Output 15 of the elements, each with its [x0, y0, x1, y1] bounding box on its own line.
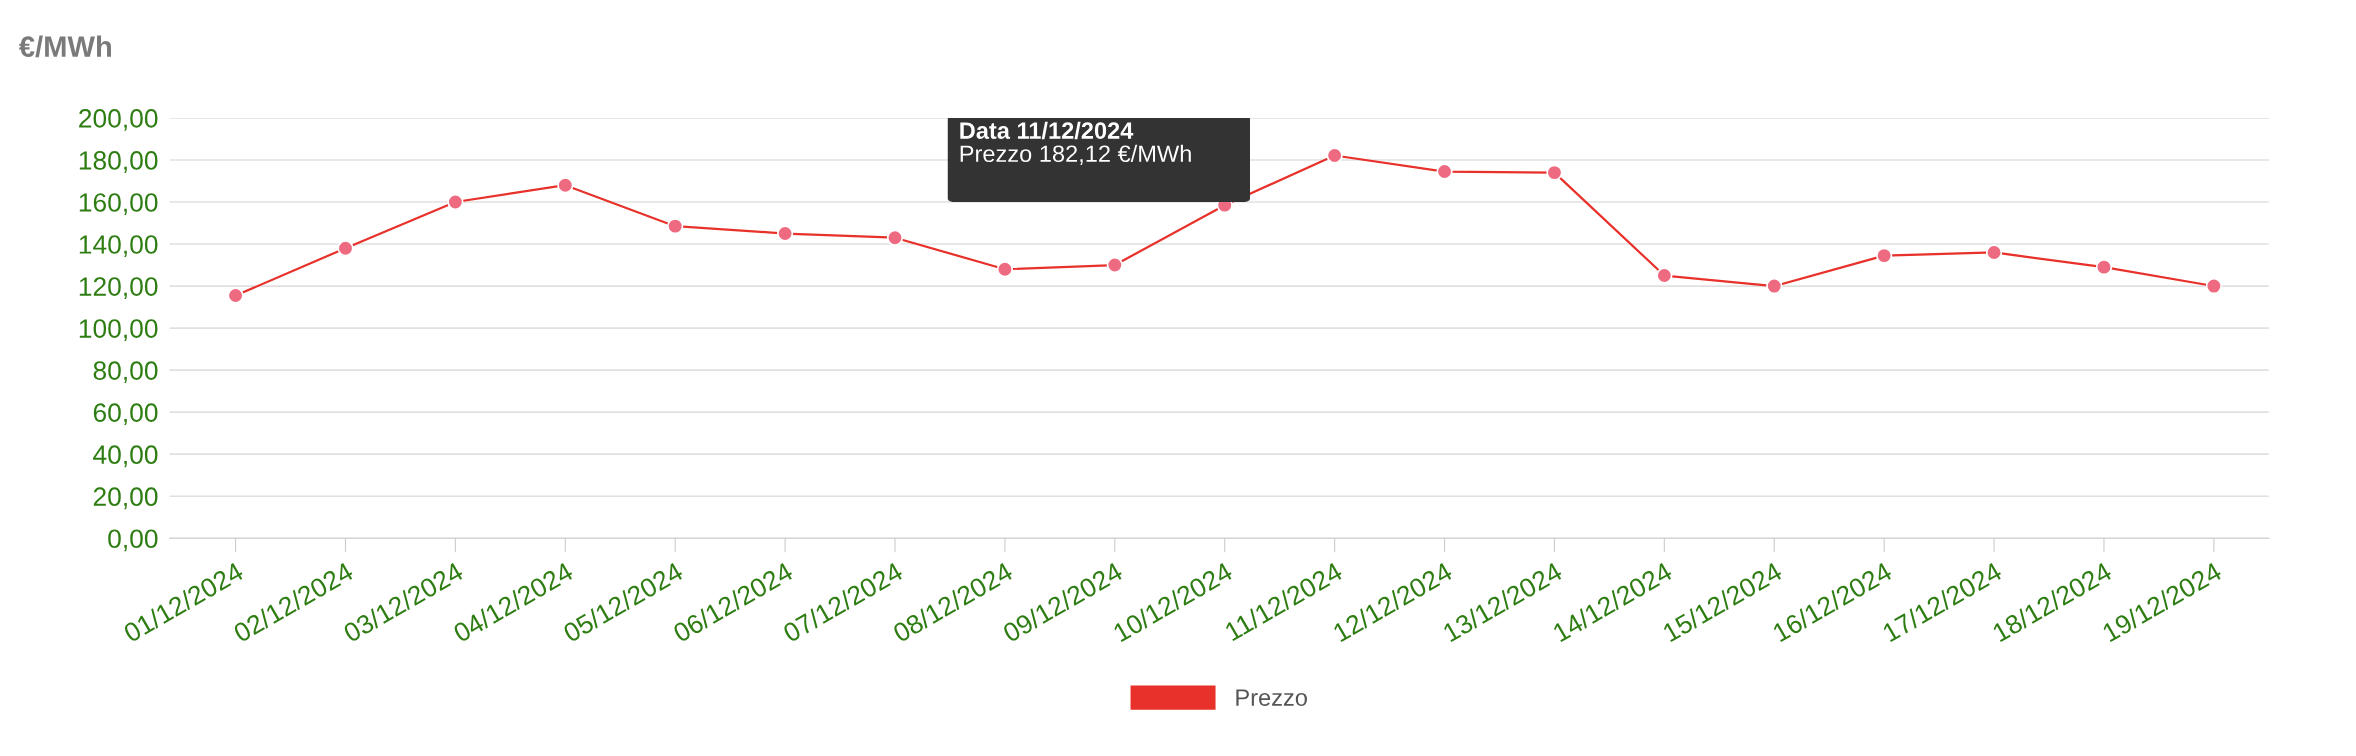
annotation: Prezzo 182,12 €/MWh	[960, 144, 1191, 165]
y-tick-label: 40,00	[93, 445, 158, 468]
y-tick-label: 80,00	[93, 361, 158, 384]
y-tick-label: 200,00	[79, 109, 158, 131]
y-tick-label: 160,00	[79, 193, 158, 215]
y-tick-label: 100,00	[79, 319, 158, 342]
legend-label: Prezzo	[1236, 689, 1307, 706]
annotation: Data 11/12/2024	[960, 121, 1134, 140]
y-tick-label: 140,00	[79, 235, 158, 257]
y-axis-title: €/MWh	[18, 35, 112, 58]
y-tick-label: 180,00	[79, 151, 158, 173]
y-tick-label: 0,00	[108, 529, 158, 552]
y-tick-label: 120,00	[79, 277, 158, 300]
y-tick-label: 60,00	[93, 403, 158, 426]
y-tick-label: 20,00	[93, 487, 158, 510]
